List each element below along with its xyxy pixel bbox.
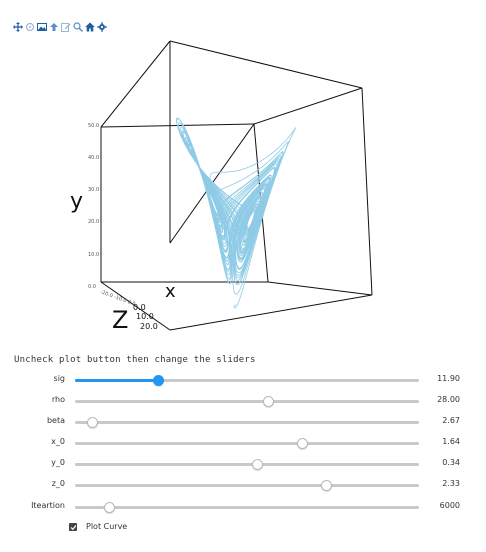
slider-label: Iteartion: [31, 501, 65, 510]
slider-track[interactable]: [75, 417, 419, 428]
slider-row-y_0: y_0 0.34: [0, 456, 486, 472]
slider-value: 11.90: [437, 374, 460, 383]
y-tick-label: 20.0: [88, 219, 99, 225]
y-tick-label: 40.0: [88, 155, 99, 161]
box-edge: [253, 87, 363, 125]
slider-track[interactable]: [75, 375, 419, 386]
slider-value: 28.00: [437, 395, 460, 404]
plot-3d-canvas[interactable]: 50.0 40.0 30.0 20.0 10.0 0.0 -20.0 -10.0…: [0, 0, 486, 350]
slider-value: 0.34: [442, 458, 460, 467]
slider-track[interactable]: [75, 438, 419, 449]
plot-toolbar: [12, 21, 107, 32]
z-tick-label: 10.0: [136, 312, 154, 321]
box-edge: [361, 87, 373, 296]
curve-segment: [188, 144, 278, 274]
z-tick-label: 0.0: [133, 303, 146, 312]
plot-curve-label: Plot Curve: [86, 522, 128, 531]
x-axis-label: x: [165, 281, 176, 302]
slider-value: 1.64: [442, 437, 460, 446]
slider-label: rho: [51, 395, 65, 404]
pan-icon[interactable]: [12, 21, 23, 32]
instruction-text: Uncheck plot button then change the slid…: [14, 355, 256, 365]
slider-label: x_0: [51, 437, 65, 446]
plot-curve-checkbox[interactable]: [69, 523, 77, 531]
slider-thumb[interactable]: [104, 502, 116, 513]
slider-value: 6000: [439, 501, 460, 510]
slider-value: 2.67: [442, 416, 460, 425]
slider-track[interactable]: [75, 480, 419, 491]
slider-thumb[interactable]: [252, 459, 264, 470]
box-edge: [169, 40, 363, 89]
slider-track[interactable]: [75, 502, 419, 513]
y-tick-label: 10.0: [88, 252, 99, 258]
y-tick-label: 0.0: [88, 284, 96, 290]
slider-row-iteartion: Iteartion 6000: [0, 499, 486, 515]
y-tick-label: 50.0: [88, 123, 99, 129]
slider-thumb[interactable]: [152, 375, 164, 386]
plot-box: [100, 40, 373, 331]
slider-fill: [75, 379, 158, 382]
y-tick-label: 30.0: [88, 187, 99, 193]
curve-segment: [185, 137, 282, 281]
box-edge: [267, 281, 373, 296]
lorenz-curve: [175, 117, 297, 309]
y-axis-label: y: [70, 189, 83, 214]
slider-thumb[interactable]: [87, 417, 99, 428]
z-axis-label: Z: [112, 306, 128, 334]
box-edge: [169, 294, 373, 331]
slider-row-x_0: x_0 1.64: [0, 435, 486, 451]
slider-thumb[interactable]: [262, 396, 274, 407]
settings-icon[interactable]: [96, 21, 107, 32]
slider-row-sig: sig 11.90: [0, 372, 486, 388]
y-tick-labels: 50.0 40.0 30.0 20.0 10.0 0.0: [88, 123, 99, 290]
z-tick-label: 20.0: [140, 322, 158, 331]
slider-label: y_0: [51, 458, 65, 467]
home-icon[interactable]: [84, 21, 95, 32]
slider-row-z_0: z_0 2.33: [0, 477, 486, 493]
x-tick-labels: -20.0 -10.0 0.0: [99, 289, 136, 307]
rotate-icon[interactable]: [24, 21, 35, 32]
slider-label: beta: [46, 416, 65, 425]
slider-row-beta: beta 2.67: [0, 414, 486, 430]
slider-label: sig: [53, 374, 65, 383]
slider-track[interactable]: [75, 459, 419, 470]
slider-value: 2.33: [442, 479, 460, 488]
box-edge: [100, 40, 171, 128]
download-icon[interactable]: [36, 21, 47, 32]
slider-track[interactable]: [75, 396, 419, 407]
slider-thumb[interactable]: [297, 438, 309, 449]
slider-label: z_0: [51, 479, 65, 488]
box-edge: [100, 281, 171, 331]
slider-thumb[interactable]: [321, 480, 333, 491]
edit-icon[interactable]: [60, 21, 71, 32]
z-tick-labels: 0.0 10.0 20.0: [133, 303, 158, 331]
zoom-icon[interactable]: [72, 21, 83, 32]
slider-row-rho: rho 28.00: [0, 393, 486, 409]
upload-icon[interactable]: [48, 21, 59, 32]
